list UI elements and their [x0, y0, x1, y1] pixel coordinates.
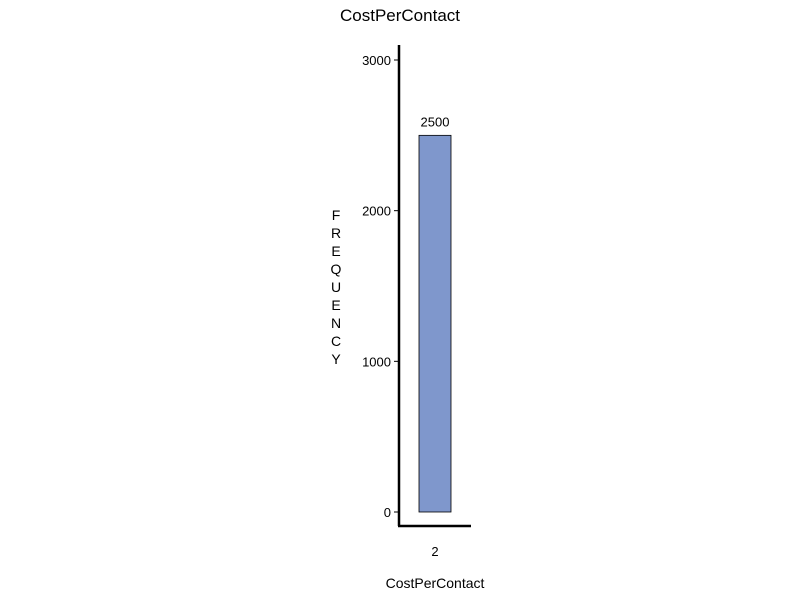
y-axis-label: F R E Q U E N C Y [330, 207, 342, 367]
data-label: 2500 [421, 114, 450, 129]
x-axis-label: CostPerContact [385, 575, 485, 591]
bar [418, 134, 452, 513]
y-tick-label: 2000 [362, 204, 391, 219]
y-tick-label: 1000 [362, 354, 391, 369]
chart-title: CostPerContact [340, 6, 460, 25]
x-tick-label: 2 [431, 544, 438, 559]
y-tick-label: 3000 [362, 53, 391, 68]
y-tick-label: 0 [384, 505, 391, 520]
